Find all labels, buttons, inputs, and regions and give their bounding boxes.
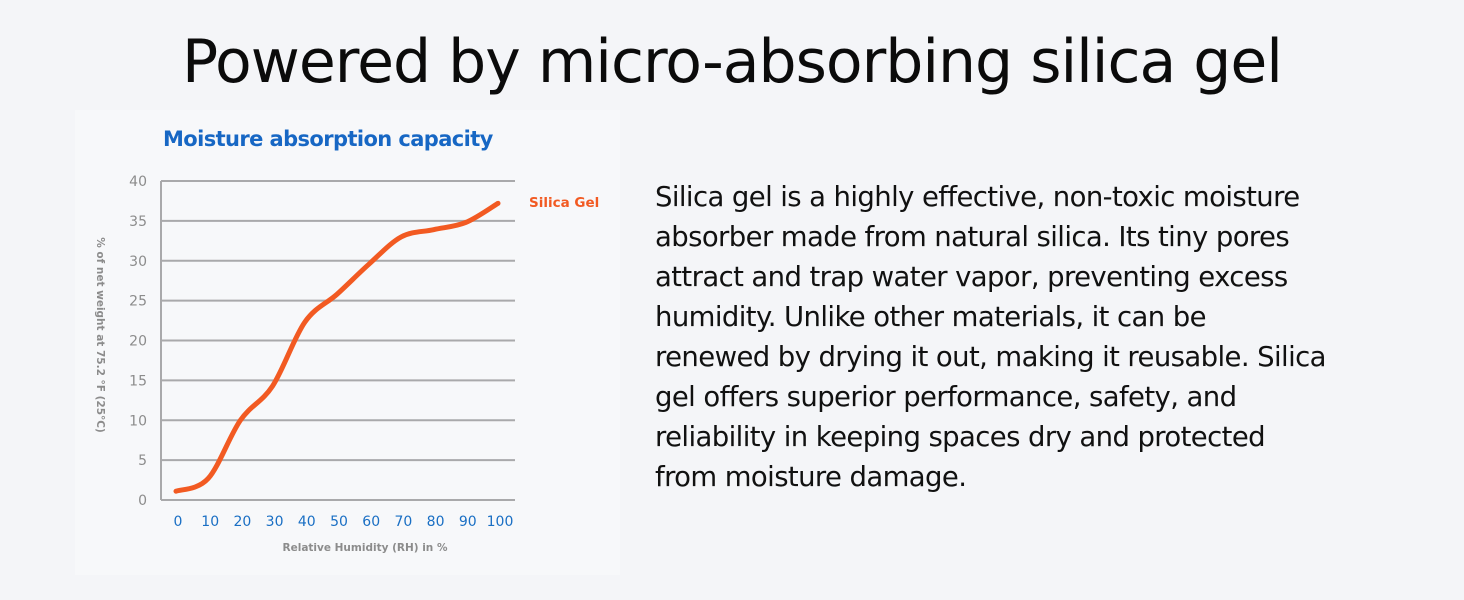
x-tick-label: 0: [174, 514, 183, 530]
description-line: absorber made from natural silica. Its t…: [655, 221, 1290, 253]
x-axis-label: Relative Humidity (RH) in %: [283, 542, 448, 554]
y-tick-label: 40: [129, 174, 147, 190]
y-tick-label: 5: [138, 453, 147, 469]
y-tick-label: 0: [138, 493, 147, 509]
x-tick-labels: 0 10 20 30 40 50 60 70 80 90 100: [174, 514, 514, 530]
series-legend-label: Silica Gel: [529, 195, 599, 211]
chart-panel: [75, 110, 620, 575]
x-tick-label: 30: [266, 514, 284, 530]
x-tick-label: 50: [330, 514, 348, 530]
y-axis-label: % of net weight at 75.2 °F (25°C): [94, 237, 106, 433]
series-line-silica-gel: [173, 200, 501, 494]
x-tick-label: 100: [487, 514, 514, 530]
y-tick-label: 35: [129, 214, 147, 230]
y-tick-label: 25: [129, 294, 147, 310]
x-tick-label: 20: [233, 514, 251, 530]
description-line: from moisture damage.: [655, 461, 967, 493]
x-tick-label: 40: [298, 514, 316, 530]
y-tick-label: 10: [129, 413, 147, 429]
chart-title: Moisture absorption capacity: [163, 127, 493, 151]
y-tick-label: 30: [129, 254, 147, 270]
description-line: reliability in keeping spaces dry and pr…: [655, 421, 1266, 453]
x-tick-label: 70: [394, 514, 412, 530]
y-tick-label: 15: [129, 373, 147, 389]
y-tick-labels: 0 5 10 15 20 25 30 35 40: [129, 174, 147, 509]
description-line: renewed by drying it out, making it reus…: [655, 341, 1327, 373]
x-tick-label: 60: [362, 514, 380, 530]
x-tick-label: 10: [201, 514, 219, 530]
description-paragraph: Silica gel is a highly effective, non-to…: [655, 177, 1415, 497]
description-line: humidity. Unlike other materials, it can…: [655, 301, 1207, 333]
chart-gridlines: [161, 180, 515, 501]
description-line: gel offers superior performance, safety,…: [655, 381, 1237, 413]
description-line: Silica gel is a highly effective, non-to…: [655, 181, 1300, 213]
description-line: attract and trap water vapor, preventing…: [655, 261, 1288, 293]
y-tick-label: 20: [129, 334, 147, 350]
x-tick-label: 90: [459, 514, 477, 530]
x-tick-label: 80: [427, 514, 445, 530]
page-headline: Powered by micro-absorbing silica gel: [182, 27, 1283, 97]
